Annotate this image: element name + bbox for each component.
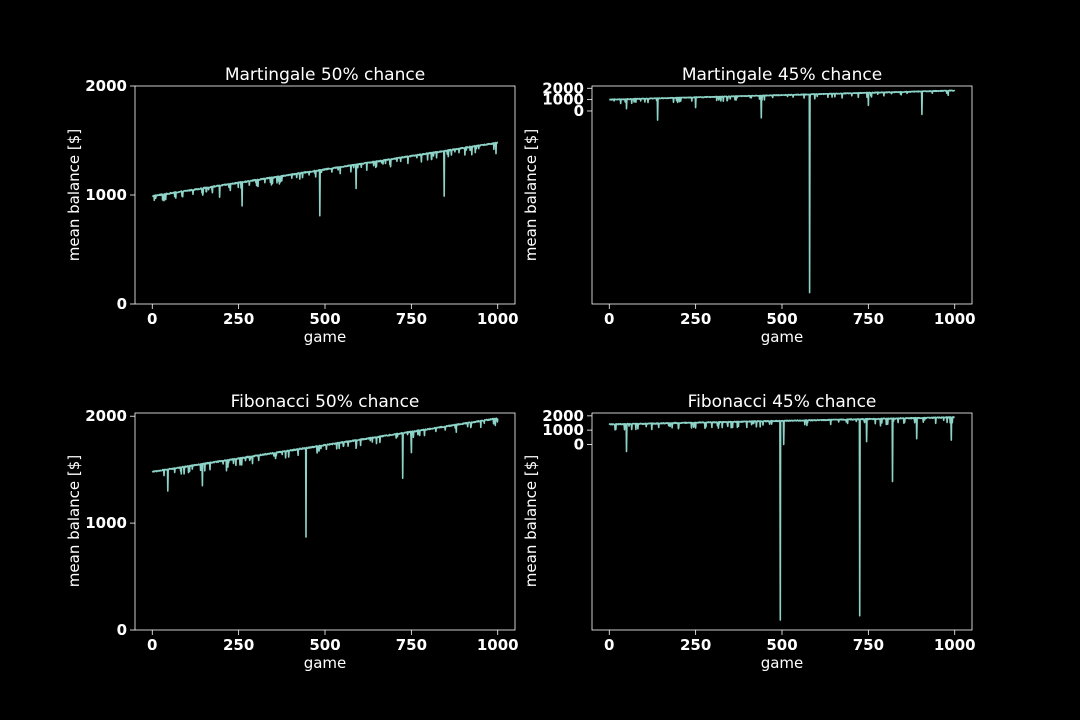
series-line xyxy=(608,89,956,294)
y-axis-label: mean balance [$] xyxy=(522,129,540,261)
subplot-fibonacci-45: Fibonacci 45% chance game mean balance [… xyxy=(522,392,976,672)
x-tick-label: 1000 xyxy=(477,310,519,328)
x-tick-label: 250 xyxy=(223,310,254,328)
series-line xyxy=(608,416,956,621)
y-tick-label: 1000 xyxy=(542,91,584,109)
x-axis-label: game xyxy=(761,654,804,672)
subplot-title: Fibonacci 45% chance xyxy=(688,392,877,412)
x-tick-label: 1000 xyxy=(934,636,976,654)
subplot-martingale-50: Martingale 50% chance game mean balance … xyxy=(65,65,519,346)
x-tick-label: 0 xyxy=(604,310,614,328)
x-tick-label: 250 xyxy=(680,636,711,654)
series-line xyxy=(151,417,499,538)
x-tick-label: 750 xyxy=(396,636,427,654)
y-tick-label: 1000 xyxy=(85,186,127,204)
x-axis-label: game xyxy=(304,328,347,346)
y-tick-label: 0 xyxy=(117,295,127,313)
x-tick-label: 0 xyxy=(604,636,614,654)
y-tick-label: 2000 xyxy=(542,407,584,425)
x-axis-label: game xyxy=(304,654,347,672)
x-tick-label: 500 xyxy=(309,636,340,654)
x-tick-label: 1000 xyxy=(934,310,976,328)
x-tick-label: 1000 xyxy=(477,636,519,654)
x-axis-label: game xyxy=(761,328,804,346)
y-tick-label: 2000 xyxy=(85,407,127,425)
x-tick-label: 750 xyxy=(853,636,884,654)
y-tick-label: 1000 xyxy=(542,421,584,439)
subplot-title: Martingale 45% chance xyxy=(682,65,882,85)
x-tick-label: 500 xyxy=(766,636,797,654)
y-axis-label: mean balance [$] xyxy=(65,129,83,261)
y-axis-label: mean balance [$] xyxy=(65,455,83,587)
subplot-fibonacci-50: Fibonacci 50% chance game mean balance [… xyxy=(65,392,519,672)
y-tick-label: 2000 xyxy=(542,79,584,97)
subplot-title: Martingale 50% chance xyxy=(225,65,425,85)
x-tick-label: 0 xyxy=(147,636,157,654)
subplot-martingale-45: Martingale 45% chance game mean balance … xyxy=(522,65,976,346)
x-tick-label: 0 xyxy=(147,310,157,328)
x-tick-label: 500 xyxy=(766,310,797,328)
x-tick-label: 250 xyxy=(680,310,711,328)
y-tick-label: 0 xyxy=(574,435,584,453)
x-tick-label: 750 xyxy=(396,310,427,328)
y-tick-label: 0 xyxy=(574,102,584,120)
series-line xyxy=(151,141,499,217)
y-tick-label: 2000 xyxy=(85,77,127,95)
y-tick-label: 0 xyxy=(117,621,127,639)
y-tick-label: 1000 xyxy=(85,514,127,532)
y-axis-label: mean balance [$] xyxy=(522,455,540,587)
x-tick-label: 750 xyxy=(853,310,884,328)
x-tick-label: 250 xyxy=(223,636,254,654)
subplot-title: Fibonacci 50% chance xyxy=(231,392,420,412)
x-tick-label: 500 xyxy=(309,310,340,328)
